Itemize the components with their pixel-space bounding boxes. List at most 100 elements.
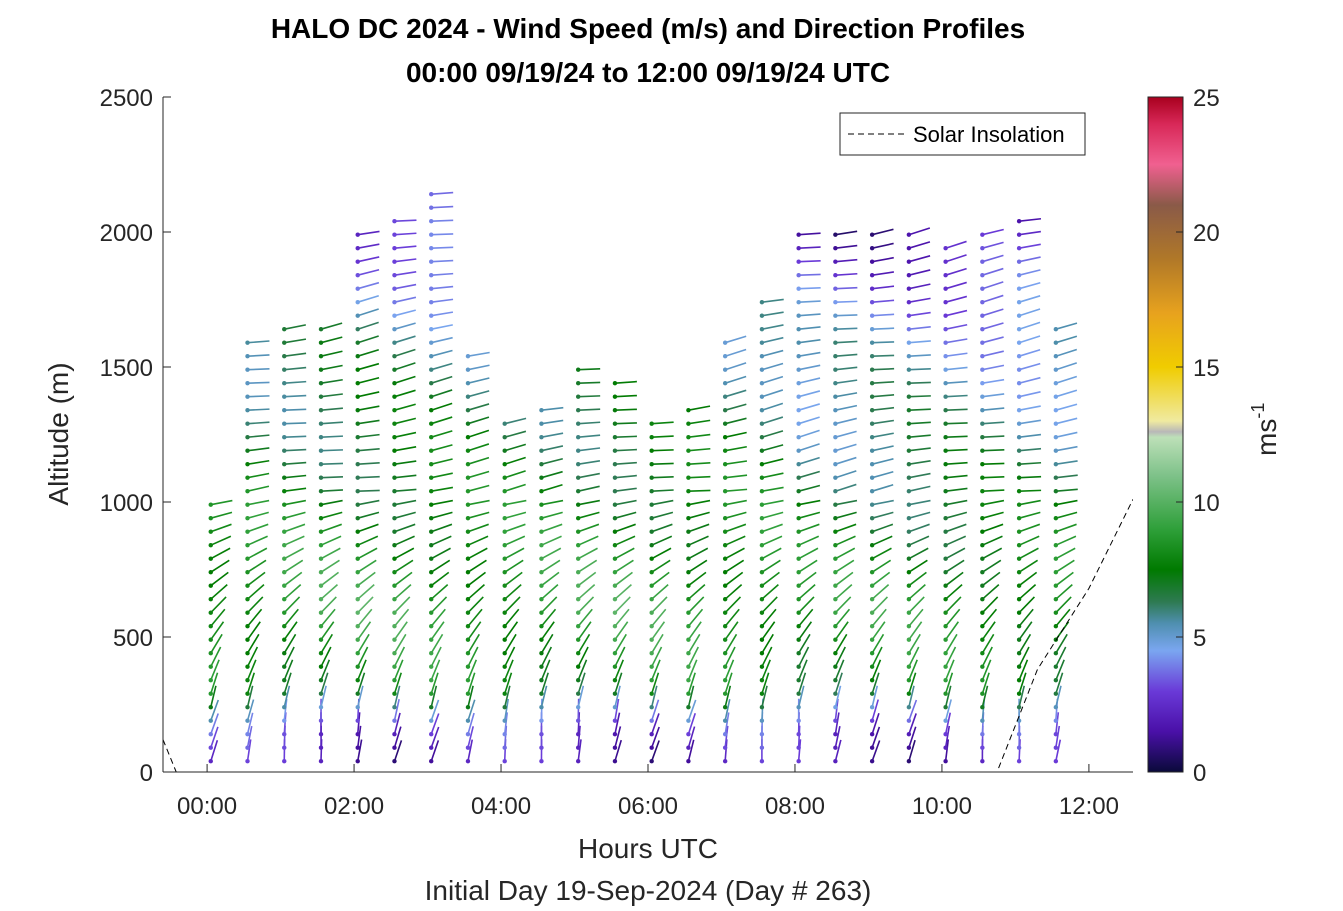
wind-barb-shaft <box>982 294 1004 303</box>
wind-barb-shaft <box>725 460 748 465</box>
wind-barb-shaft <box>651 499 674 506</box>
wind-barb-dot <box>539 664 544 669</box>
wind-barb-shaft <box>614 435 637 438</box>
wind-barb-dot <box>355 583 360 588</box>
wind-barb-shaft <box>908 547 929 560</box>
wind-barb-dot <box>1016 219 1022 224</box>
wind-barb-dot <box>869 286 875 291</box>
wind-barb-dot <box>465 435 471 440</box>
wind-barb-dot <box>906 745 912 750</box>
wind-barb-shaft <box>320 608 336 627</box>
wind-barb-shaft <box>467 547 488 560</box>
wind-barb-shaft <box>1018 511 1041 519</box>
wind-barb-shaft <box>578 434 601 438</box>
wind-barb-dot <box>906 462 912 467</box>
wind-barb-shaft <box>834 596 852 614</box>
wind-barb-dot <box>355 637 360 642</box>
wind-barb-dot <box>355 421 360 426</box>
wind-barb-dot <box>759 381 765 386</box>
wind-barb-dot <box>1053 651 1059 656</box>
wind-barb-shaft <box>797 633 811 654</box>
wind-barb-dot <box>833 664 838 669</box>
wind-barb-shaft <box>393 712 401 735</box>
wind-barb-shaft <box>908 354 931 357</box>
wind-barb-dot <box>318 327 324 332</box>
wind-barb-dot <box>943 637 948 642</box>
wind-barb-dot <box>869 394 875 399</box>
wind-barb-dot <box>1053 610 1059 615</box>
wind-barb-dot <box>502 543 507 548</box>
wind-barb-dot <box>722 732 728 737</box>
wind-barb-dot <box>575 678 581 683</box>
wind-barb-dot <box>318 394 324 399</box>
wind-barb-dot <box>649 678 654 683</box>
wind-barb-shaft <box>982 393 1005 398</box>
wind-barb-shaft <box>688 523 710 533</box>
wind-barb-dot <box>575 597 581 602</box>
wind-barb-shaft <box>357 633 370 654</box>
wind-barb-shaft <box>467 456 490 465</box>
wind-barb-shaft <box>430 646 442 668</box>
wind-barb-dot <box>392 651 397 656</box>
wind-barb-dot <box>575 462 581 467</box>
wind-barb-shaft <box>283 535 305 546</box>
wind-barb-dot <box>465 502 471 507</box>
wind-barb-shaft <box>982 462 1005 465</box>
wind-barb-shaft <box>577 659 588 681</box>
wind-barb-dot <box>282 556 287 561</box>
wind-barb-dot <box>906 759 912 764</box>
wind-barb-shaft <box>1018 281 1041 290</box>
wind-barb-shaft <box>835 417 857 425</box>
wind-barb-shaft <box>614 712 621 735</box>
wind-barb-dot <box>539 421 544 426</box>
wind-barb-dot <box>612 759 618 764</box>
colorbar-tick-label: 0 <box>1193 760 1206 787</box>
wind-barb-dot <box>575 651 581 656</box>
wind-barb-dot <box>869 259 875 264</box>
wind-barb-shaft <box>210 584 228 600</box>
wind-barb-dot <box>355 327 360 332</box>
wind-barb-shaft <box>394 245 417 249</box>
wind-barb-dot <box>906 597 912 602</box>
wind-barb-shaft <box>945 448 968 452</box>
wind-barb-dot <box>245 570 250 575</box>
x-tick-label: 10:00 <box>912 793 972 820</box>
wind-barb-dot <box>245 448 250 453</box>
wind-barb-dot <box>980 597 985 602</box>
wind-barb-dot <box>906 435 912 440</box>
wind-barb-dot <box>1053 448 1059 453</box>
wind-barb-shaft <box>430 633 444 654</box>
wind-barb-shaft <box>1018 243 1041 249</box>
wind-barb-dot <box>722 745 728 750</box>
wind-barb-dot <box>1016 462 1022 467</box>
wind-barb-shaft <box>393 699 400 721</box>
wind-barb-shaft <box>577 584 596 600</box>
wind-barb-dot <box>282 759 287 764</box>
wind-barb-shaft <box>284 435 307 438</box>
wind-barb-shaft <box>1055 488 1078 492</box>
wind-barb-shaft <box>944 699 952 721</box>
wind-barb-shaft <box>577 712 581 735</box>
wind-barb-dot <box>282 408 287 413</box>
wind-barb-dot <box>980 259 985 264</box>
wind-barb-dot <box>906 354 912 359</box>
wind-barb-shaft <box>540 685 548 708</box>
wind-barb-dot <box>796 597 801 602</box>
colorbar-label-unit: ms <box>1251 419 1282 456</box>
wind-barb-shaft <box>357 621 372 641</box>
wind-barb-dot <box>796 394 801 399</box>
wind-barb-dot <box>980 637 985 642</box>
wind-barb-dot <box>502 462 507 467</box>
wind-barb-shaft <box>687 672 696 694</box>
wind-barb-dot <box>282 340 287 345</box>
wind-barb-shaft <box>944 646 957 668</box>
wind-barb-shaft <box>944 633 958 654</box>
wind-barb-dot <box>282 597 287 602</box>
wind-barb-shaft <box>798 287 821 290</box>
wind-barb-dot <box>1016 340 1022 345</box>
wind-barb-shaft <box>614 659 625 681</box>
wind-barb-shaft <box>908 672 917 694</box>
wind-barb-dot <box>980 286 985 291</box>
wind-barb-shaft <box>945 487 968 492</box>
wind-barb-shaft <box>467 377 490 384</box>
